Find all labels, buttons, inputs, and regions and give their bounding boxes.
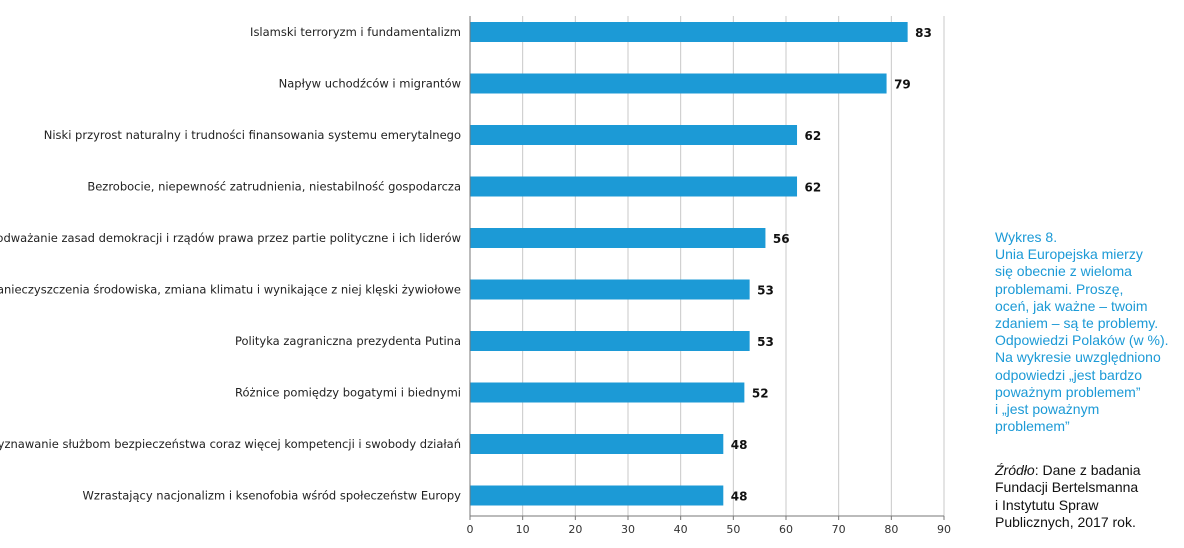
- x-tick-label: 20: [568, 523, 582, 536]
- bar: [470, 176, 798, 197]
- caption-line: zdaniem – są te problemy.: [995, 315, 1159, 332]
- caption-line: problemem”: [995, 418, 1070, 435]
- category-label: Niski przyrost naturalny i trudności fin…: [44, 128, 461, 142]
- value-label: 83: [915, 26, 932, 40]
- value-label: 56: [773, 232, 790, 246]
- bar: [470, 22, 908, 42]
- caption-line: Odpowiedzi Polaków (w %).: [995, 332, 1169, 349]
- bar: [470, 331, 750, 351]
- bar: [470, 279, 750, 300]
- category-label: Bezrobocie, niepewność zatrudnienia, nie…: [87, 180, 461, 194]
- value-label: 53: [757, 335, 774, 349]
- value-label: 48: [731, 438, 748, 452]
- bar: [470, 485, 724, 506]
- caption-line: poważnym problemem”: [995, 383, 1141, 400]
- bar: [470, 382, 745, 403]
- x-tick-label: 70: [832, 523, 846, 536]
- source-note: Źródło: Dane z badania Fundacji Bertelsm…: [995, 462, 1175, 532]
- category-label: Napływ uchodźców i migrantów: [279, 77, 461, 91]
- caption-line: się obecnie z wieloma: [995, 263, 1132, 280]
- bar: [470, 434, 724, 454]
- source-line: Publicznych, 2017 rok.: [995, 514, 1136, 531]
- caption-line: odpowiedzi „jest bardzo: [995, 366, 1143, 383]
- caption-line: Wykres 8.: [995, 229, 1058, 245]
- source-label: Źródło: [995, 462, 1035, 478]
- category-label: Polityka zagraniczna prezydenta Putina: [235, 334, 461, 348]
- bar-chart: Islamski terroryzm i fundamentalizm Napły…: [0, 16, 951, 536]
- bar: [470, 73, 887, 94]
- category-label: Zanieczyszczenia środowiska, zmiana klim…: [0, 283, 461, 297]
- source-line: i Instytutu Spraw: [995, 496, 1099, 513]
- value-label: 62: [805, 181, 822, 195]
- x-tick-label: 30: [621, 523, 635, 536]
- caption-line: problemami. Proszę,: [995, 280, 1124, 297]
- chart-caption: Wykres 8. Unia Europejska mierzy się obe…: [995, 229, 1175, 435]
- bars: [470, 22, 908, 506]
- x-tick-label: 0: [467, 523, 474, 536]
- value-label: 52: [752, 387, 769, 401]
- x-tick-label: 10: [516, 523, 530, 536]
- source-line: Fundacji Bertelsmanna: [995, 479, 1139, 496]
- category-label: Przyznawanie służbom bezpieczeństwa cora…: [0, 437, 461, 451]
- category-label: Różnice pomiędzy bogatymi i biednymi: [235, 386, 461, 400]
- category-label: Podważanie zasad demokracji i rządów pra…: [0, 231, 461, 245]
- x-tick-label: 50: [726, 523, 740, 536]
- gridlines: [469, 16, 945, 516]
- source-text: : Dane z badania: [1034, 462, 1141, 478]
- category-label: Islamski terroryzm i fundamentalizm: [250, 25, 461, 39]
- x-axis-ticks: 0 10 20 30 40 50 60 70 80 90: [467, 16, 951, 536]
- x-tick-label: 80: [884, 523, 898, 536]
- bar: [470, 125, 798, 145]
- category-label: Wzrastający nacjonalizm i ksenofobia wśr…: [83, 489, 462, 503]
- caption-line: oceń, jak ważne – twoim: [995, 297, 1148, 314]
- value-label: 62: [805, 129, 822, 143]
- caption-line: i „jest poważnym: [995, 401, 1100, 418]
- value-label: 53: [757, 284, 774, 298]
- value-label: 79: [894, 78, 911, 92]
- x-tick-label: 40: [674, 523, 688, 536]
- value-labels: 83 79 62 62 56 53 53 52 48 48: [731, 26, 932, 504]
- x-tick-label: 90: [937, 523, 951, 536]
- caption-line: Na wykresie uwzględniono: [995, 349, 1161, 366]
- bar: [470, 228, 766, 248]
- source-line: Źródło: Dane z badania: [995, 462, 1175, 479]
- category-labels: Islamski terroryzm i fundamentalizm Napły…: [0, 25, 461, 503]
- value-label: 48: [731, 490, 748, 504]
- caption-line: Unia Europejska mierzy: [995, 246, 1143, 263]
- x-tick-label: 60: [779, 523, 793, 536]
